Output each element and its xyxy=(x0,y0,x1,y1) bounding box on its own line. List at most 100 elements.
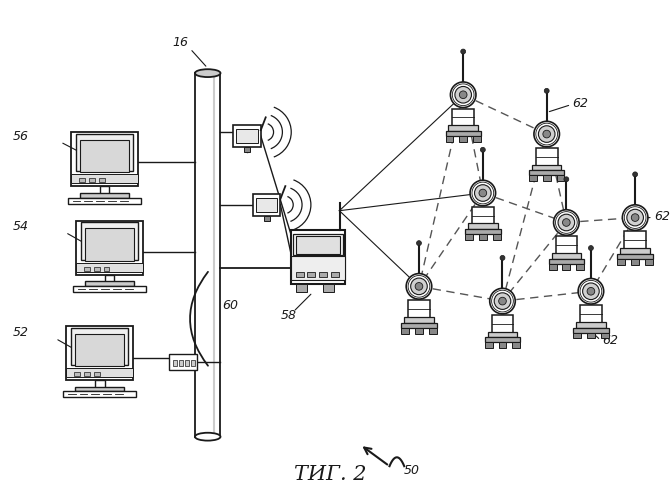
Bar xyxy=(68,198,142,204)
Bar xyxy=(556,176,564,181)
Bar xyxy=(253,194,280,216)
Bar xyxy=(71,328,128,365)
Circle shape xyxy=(554,210,579,236)
Bar xyxy=(532,164,562,170)
Bar xyxy=(448,125,478,131)
Bar xyxy=(580,305,602,322)
Bar xyxy=(296,284,307,292)
Ellipse shape xyxy=(195,69,221,77)
Text: ΤИГ. 2: ΤИГ. 2 xyxy=(295,465,367,484)
Bar xyxy=(485,342,493,348)
Bar xyxy=(179,360,183,366)
Bar xyxy=(72,286,146,292)
Bar xyxy=(74,372,80,376)
Bar xyxy=(103,266,109,270)
Circle shape xyxy=(543,130,550,138)
Circle shape xyxy=(544,88,549,94)
Bar xyxy=(319,272,327,276)
Bar xyxy=(75,334,124,366)
Bar xyxy=(105,274,114,282)
Circle shape xyxy=(631,214,639,222)
Bar xyxy=(493,234,501,240)
Bar xyxy=(244,147,250,152)
Bar xyxy=(81,222,138,260)
Bar xyxy=(513,342,520,348)
Bar xyxy=(195,73,221,436)
Text: 16: 16 xyxy=(172,36,189,49)
Text: 52: 52 xyxy=(13,326,29,340)
Bar xyxy=(459,136,467,142)
Bar xyxy=(621,248,650,254)
Bar xyxy=(549,259,584,264)
Bar xyxy=(401,322,437,328)
Text: 60: 60 xyxy=(223,299,238,312)
Circle shape xyxy=(406,274,431,299)
Circle shape xyxy=(479,189,486,197)
Bar xyxy=(236,129,258,143)
Circle shape xyxy=(450,82,476,108)
Text: 62: 62 xyxy=(572,96,588,110)
Circle shape xyxy=(623,205,648,231)
Text: 58: 58 xyxy=(280,309,297,322)
Circle shape xyxy=(411,278,427,294)
Bar xyxy=(631,259,639,264)
Bar xyxy=(71,174,138,183)
Bar xyxy=(529,176,537,181)
Bar xyxy=(173,360,177,366)
Bar xyxy=(89,178,95,182)
Bar xyxy=(549,264,556,270)
Circle shape xyxy=(460,91,467,98)
Bar xyxy=(601,332,609,338)
Bar xyxy=(485,338,520,342)
Ellipse shape xyxy=(195,433,221,440)
Bar xyxy=(80,140,129,172)
Bar xyxy=(543,176,551,181)
Bar xyxy=(94,372,100,376)
Bar xyxy=(169,354,197,370)
Bar xyxy=(576,322,606,328)
Circle shape xyxy=(562,218,570,226)
Circle shape xyxy=(474,184,491,202)
Text: 62: 62 xyxy=(602,334,618,347)
Bar xyxy=(323,284,334,292)
Text: 50: 50 xyxy=(404,464,420,477)
Bar xyxy=(80,193,129,198)
Bar xyxy=(401,328,409,334)
Bar xyxy=(307,272,315,276)
Circle shape xyxy=(587,288,595,295)
Bar xyxy=(85,282,134,286)
Bar xyxy=(446,136,454,142)
Bar xyxy=(296,236,340,254)
Bar xyxy=(291,256,345,280)
Bar xyxy=(84,372,90,376)
Bar xyxy=(452,108,474,126)
Circle shape xyxy=(499,298,507,305)
Bar xyxy=(465,234,473,240)
Bar xyxy=(556,236,577,254)
Circle shape xyxy=(538,126,555,142)
Bar xyxy=(291,230,345,284)
Circle shape xyxy=(578,278,604,304)
Circle shape xyxy=(417,240,421,246)
Bar xyxy=(234,125,261,147)
Bar xyxy=(71,132,138,186)
Bar xyxy=(429,328,437,334)
Bar xyxy=(587,332,595,338)
Bar xyxy=(76,263,143,272)
Bar xyxy=(404,317,433,322)
Circle shape xyxy=(455,86,472,103)
Bar xyxy=(552,253,581,259)
Circle shape xyxy=(627,210,643,226)
Bar xyxy=(573,332,581,338)
Circle shape xyxy=(633,172,637,177)
Bar xyxy=(66,368,133,376)
Bar xyxy=(185,360,189,366)
Bar xyxy=(415,328,423,334)
Circle shape xyxy=(582,283,599,300)
Circle shape xyxy=(494,293,511,310)
Bar xyxy=(473,136,481,142)
Circle shape xyxy=(558,214,574,231)
Bar xyxy=(562,264,570,270)
Bar xyxy=(645,259,653,264)
Circle shape xyxy=(415,282,423,290)
